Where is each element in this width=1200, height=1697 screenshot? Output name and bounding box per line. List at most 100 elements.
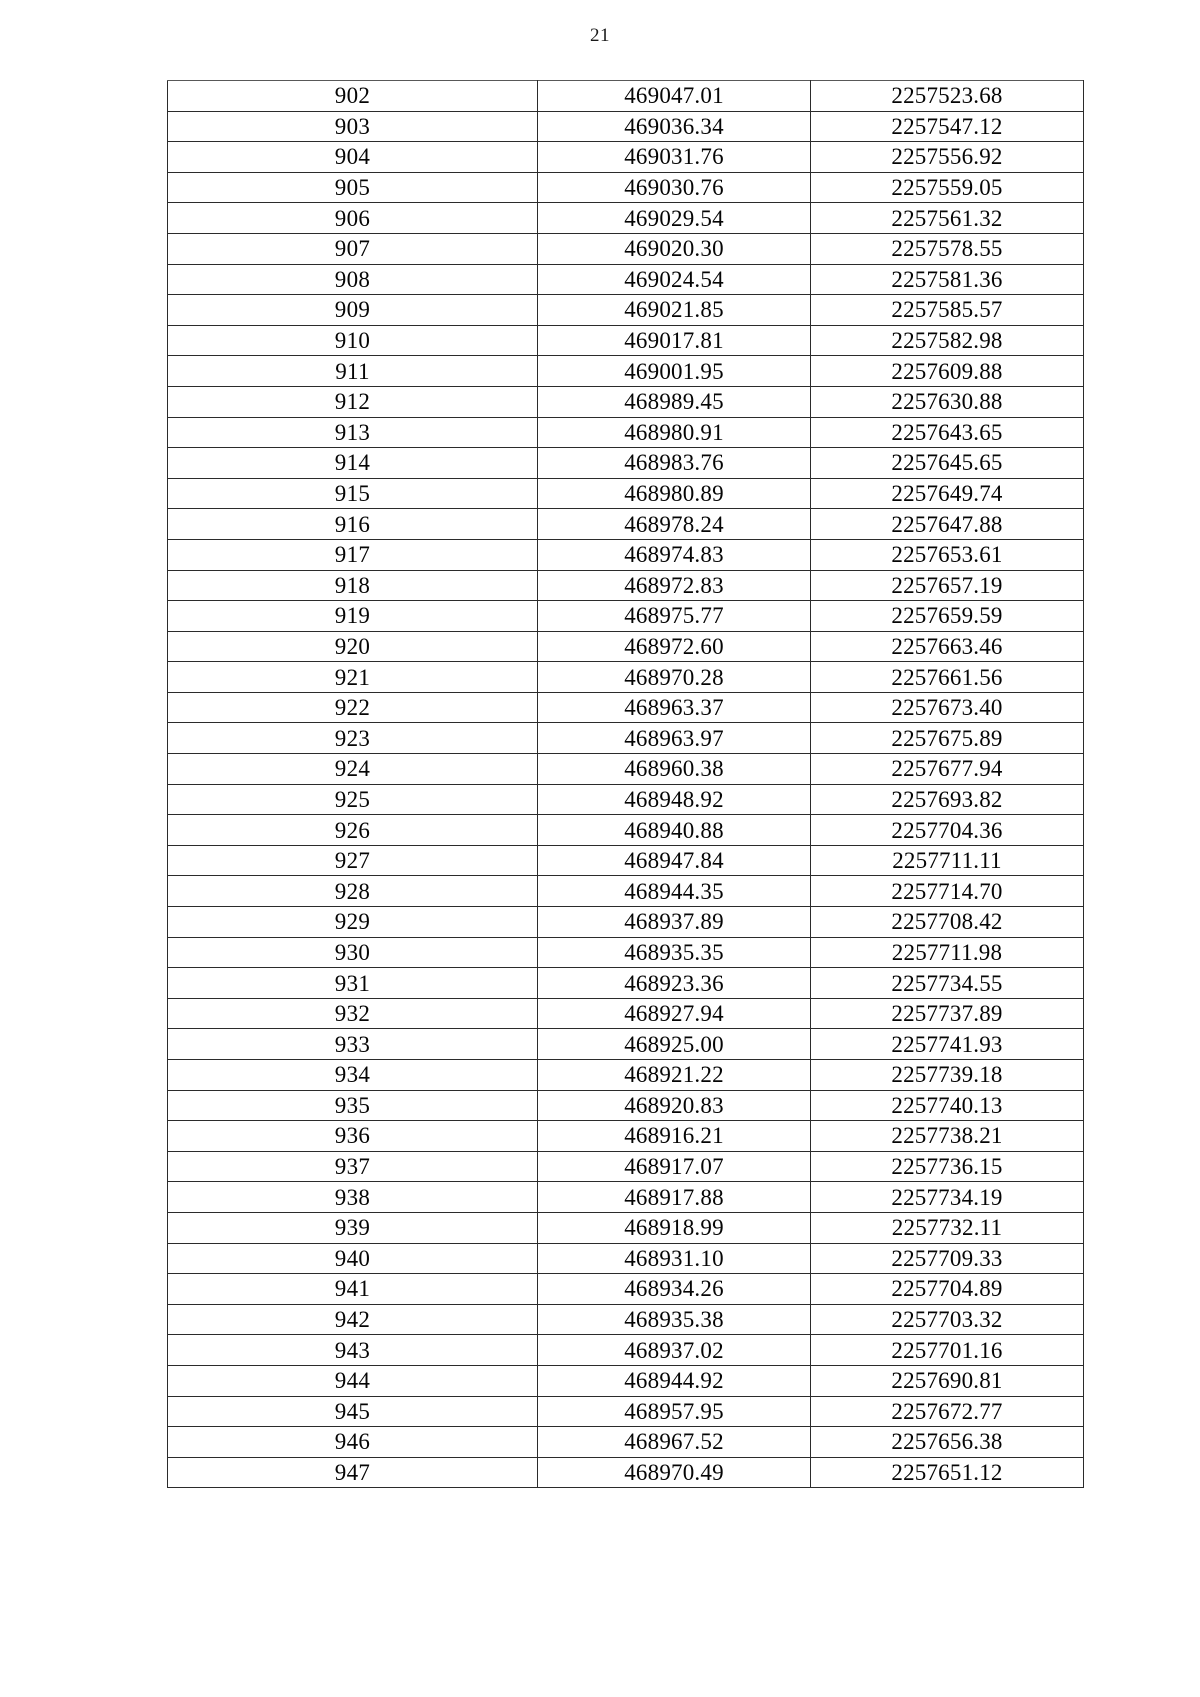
cell-point-id: 905 xyxy=(167,171,538,204)
cell-point-id: 919 xyxy=(167,600,538,632)
cell-point-id: 916 xyxy=(167,508,538,540)
cell-easting-x: 468920.83 xyxy=(537,1089,811,1122)
coordinate-table-container: 902 469047.01 2257523.68 903 469036.34 225754… xyxy=(167,80,1084,1489)
cell-point-id: 926 xyxy=(167,814,538,846)
cell-point-id: 915 xyxy=(167,477,538,510)
table-row: 909 469021.85 2257585.57 xyxy=(167,294,1084,326)
cell-point-id: 922 xyxy=(167,691,538,724)
table-row: 943 468937.02 2257701.16 xyxy=(167,1334,1084,1366)
cell-point-id: 917 xyxy=(167,538,538,571)
cell-point-id: 940 xyxy=(167,1242,538,1275)
cell-easting-x: 469001.95 xyxy=(537,355,811,387)
cell-point-id: 943 xyxy=(167,1334,538,1366)
table-row: 941 468934.26 2257704.89 xyxy=(167,1273,1084,1305)
cell-point-id: 925 xyxy=(167,783,538,816)
cell-point-id: 902 xyxy=(167,80,538,112)
table-row: 914 468983.76 2257645.65 xyxy=(167,447,1084,479)
cell-northing-y: 2257581.36 xyxy=(810,263,1084,296)
cell-northing-y: 2257547.12 xyxy=(810,110,1084,143)
table-row: 910 469017.81 2257582.98 xyxy=(167,324,1084,357)
cell-point-id: 939 xyxy=(167,1211,538,1244)
table-row: 915 468980.89 2257649.74 xyxy=(167,477,1084,510)
cell-point-id: 913 xyxy=(167,416,538,449)
table-row: 907 469020.30 2257578.55 xyxy=(167,232,1084,265)
table-row: 934 468921.22 2257739.18 xyxy=(167,1059,1084,1091)
table-row: 935 468920.83 2257740.13 xyxy=(167,1089,1084,1122)
cell-easting-x: 468974.83 xyxy=(537,538,811,571)
cell-point-id: 924 xyxy=(167,753,538,785)
table-row: 903 469036.34 2257547.12 xyxy=(167,110,1084,143)
table-row: 939 468918.99 2257732.11 xyxy=(167,1211,1084,1244)
page-number: 21 xyxy=(590,25,610,46)
cell-northing-y: 2257559.05 xyxy=(810,171,1084,204)
table-row: 902 469047.01 2257523.68 xyxy=(167,80,1084,112)
cell-easting-x: 468983.76 xyxy=(537,447,811,479)
table-row: 919 468975.77 2257659.59 xyxy=(167,600,1084,632)
table-row: 945 468957.95 2257672.77 xyxy=(167,1395,1084,1428)
table-row: 922 468963.37 2257673.40 xyxy=(167,691,1084,724)
cell-easting-x: 468963.97 xyxy=(537,722,811,755)
cell-northing-y: 2257556.92 xyxy=(810,141,1084,173)
table-row: 933 468925.00 2257741.93 xyxy=(167,1028,1084,1060)
cell-easting-x: 469024.54 xyxy=(537,263,811,296)
cell-point-id: 918 xyxy=(167,569,538,602)
cell-easting-x: 468917.07 xyxy=(537,1150,811,1183)
cell-easting-x: 468918.99 xyxy=(537,1211,811,1244)
cell-northing-y: 2257736.15 xyxy=(810,1150,1084,1183)
cell-northing-y: 2257675.89 xyxy=(810,722,1084,755)
cell-easting-x: 469030.76 xyxy=(537,171,811,204)
cell-easting-x: 468935.35 xyxy=(537,936,811,969)
cell-easting-x: 468937.89 xyxy=(537,906,811,938)
cell-northing-y: 2257649.74 xyxy=(810,477,1084,510)
cell-northing-y: 2257609.88 xyxy=(810,355,1084,387)
cell-northing-y: 2257643.65 xyxy=(810,416,1084,449)
cell-easting-x: 468960.38 xyxy=(537,753,811,785)
cell-northing-y: 2257561.32 xyxy=(810,202,1084,234)
cell-point-id: 906 xyxy=(167,202,538,234)
cell-easting-x: 468940.88 xyxy=(537,814,811,846)
cell-northing-y: 2257663.46 xyxy=(810,630,1084,663)
cell-easting-x: 468925.00 xyxy=(537,1028,811,1060)
cell-point-id: 909 xyxy=(167,294,538,326)
table-row: 925 468948.92 2257693.82 xyxy=(167,783,1084,816)
cell-northing-y: 2257630.88 xyxy=(810,385,1084,418)
table-row: 905 469030.76 2257559.05 xyxy=(167,171,1084,204)
table-row: 932 468927.94 2257737.89 xyxy=(167,997,1084,1030)
cell-easting-x: 468957.95 xyxy=(537,1395,811,1428)
cell-easting-x: 468980.91 xyxy=(537,416,811,449)
cell-easting-x: 468972.60 xyxy=(537,630,811,663)
cell-easting-x: 469021.85 xyxy=(537,294,811,326)
cell-northing-y: 2257701.16 xyxy=(810,1334,1084,1366)
cell-point-id: 920 xyxy=(167,630,538,663)
cell-northing-y: 2257656.38 xyxy=(810,1426,1084,1458)
cell-northing-y: 2257661.56 xyxy=(810,661,1084,693)
cell-northing-y: 2257703.32 xyxy=(810,1303,1084,1336)
cell-point-id: 946 xyxy=(167,1426,538,1458)
table-row: 928 468944.35 2257714.70 xyxy=(167,875,1084,908)
table-row: 926 468940.88 2257704.36 xyxy=(167,814,1084,846)
cell-point-id: 903 xyxy=(167,110,538,143)
table-row: 912 468989.45 2257630.88 xyxy=(167,385,1084,418)
cell-easting-x: 468948.92 xyxy=(537,783,811,816)
cell-point-id: 928 xyxy=(167,875,538,908)
cell-easting-x: 468931.10 xyxy=(537,1242,811,1275)
cell-point-id: 908 xyxy=(167,263,538,296)
cell-point-id: 914 xyxy=(167,447,538,479)
table-row: 923 468963.97 2257675.89 xyxy=(167,722,1084,755)
cell-northing-y: 2257740.13 xyxy=(810,1089,1084,1122)
cell-point-id: 933 xyxy=(167,1028,538,1060)
cell-northing-y: 2257741.93 xyxy=(810,1028,1084,1060)
table-row: 917 468974.83 2257653.61 xyxy=(167,538,1084,571)
table-row: 918 468972.83 2257657.19 xyxy=(167,569,1084,602)
cell-northing-y: 2257738.21 xyxy=(810,1120,1084,1152)
table-row: 947 468970.49 2257651.12 xyxy=(167,1456,1084,1489)
table-row: 911 469001.95 2257609.88 xyxy=(167,355,1084,387)
table-row: 904 469031.76 2257556.92 xyxy=(167,141,1084,173)
cell-northing-y: 2257732.11 xyxy=(810,1211,1084,1244)
table-row: 927 468947.84 2257711.11 xyxy=(167,844,1084,877)
cell-northing-y: 2257672.77 xyxy=(810,1395,1084,1428)
cell-point-id: 942 xyxy=(167,1303,538,1336)
cell-northing-y: 2257709.33 xyxy=(810,1242,1084,1275)
cell-easting-x: 468980.89 xyxy=(537,477,811,510)
